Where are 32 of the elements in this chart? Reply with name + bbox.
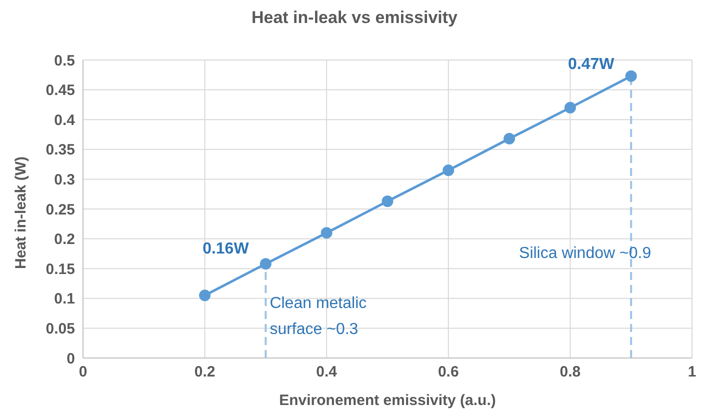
ref-line-label: Silica window ~0.9	[519, 245, 652, 262]
y-tick-label: 0.45	[46, 82, 75, 100]
x-tick-label: 1	[688, 364, 696, 381]
point	[260, 258, 272, 270]
y-tick-label: 0	[66, 350, 75, 368]
annotation: 0.16W	[202, 240, 250, 258]
point	[625, 70, 637, 82]
x-tick-label: 0.2	[194, 364, 216, 381]
y-tick-label: 0.35	[46, 142, 75, 159]
y-tick-label: 0.25	[46, 201, 75, 218]
y-tick-label: 0.4	[54, 112, 76, 129]
x-axis-title: Environement emissivity (a.u.)	[279, 392, 496, 409]
point	[382, 196, 394, 207]
chart-title: Heat in-leak vs emissivity	[250, 8, 458, 28]
point	[442, 164, 454, 176]
y-tick-label: 0.15	[46, 260, 75, 278]
ref-line-label: Clean metalic surface ~0.3	[270, 295, 367, 338]
y-tick-label: 0.5	[54, 52, 75, 70]
x-tick-label: 0.6	[438, 364, 459, 381]
point	[199, 290, 211, 302]
y-axis-title: Heat in-leak (W)	[12, 156, 30, 269]
x-tick-label: 0.8	[560, 364, 581, 381]
annotation: 0.47W	[568, 56, 616, 73]
y-tick-label: 0.05	[46, 320, 75, 338]
point	[504, 132, 516, 144]
y-tick-label: 0.3	[54, 172, 75, 189]
y-tick-label: 0.1	[54, 290, 75, 308]
y-tick-label: 0.2	[54, 231, 75, 248]
point	[564, 102, 576, 114]
point	[320, 227, 332, 239]
x-tick-label: 0	[78, 364, 88, 381]
x-tick-label: 0.4	[316, 364, 338, 381]
